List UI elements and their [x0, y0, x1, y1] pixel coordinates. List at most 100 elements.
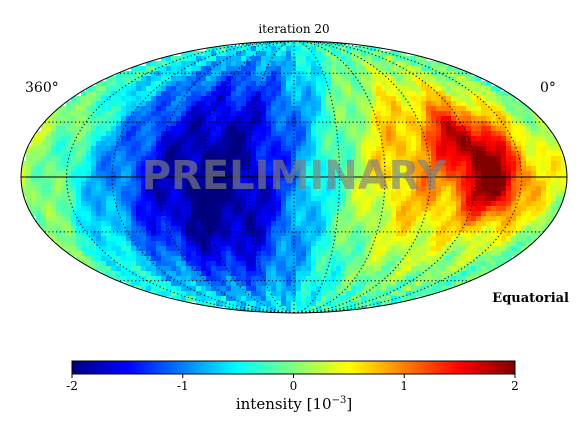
- map-pixel: [216, 81, 222, 87]
- map-pixel: [226, 126, 232, 132]
- map-pixel: [381, 256, 387, 262]
- map-pixel: [426, 206, 432, 212]
- map-pixel: [371, 201, 377, 207]
- map-pixel: [256, 251, 262, 257]
- map-pixel: [491, 266, 497, 272]
- map-pixel: [311, 236, 317, 242]
- map-pixel: [221, 51, 227, 57]
- map-pixel: [141, 111, 147, 117]
- map-pixel: [261, 171, 267, 177]
- map-pixel: [351, 161, 357, 167]
- map-pixel: [191, 196, 197, 202]
- map-pixel: [466, 161, 472, 167]
- map-pixel: [221, 251, 227, 257]
- map-pixel: [241, 171, 247, 177]
- map-pixel: [346, 281, 352, 287]
- map-pixel: [206, 291, 212, 297]
- map-pixel: [176, 121, 182, 127]
- map-pixel: [391, 166, 397, 172]
- map-pixel: [201, 301, 207, 307]
- map-pixel: [86, 251, 92, 257]
- map-pixel: [86, 101, 92, 107]
- map-pixel: [241, 86, 247, 92]
- map-pixel: [396, 161, 402, 167]
- map-pixel: [56, 171, 62, 177]
- map-pixel: [256, 196, 262, 202]
- map-pixel: [391, 151, 397, 157]
- map-pixel: [41, 191, 47, 197]
- map-pixel: [411, 206, 417, 212]
- map-pixel: [226, 86, 232, 92]
- map-pixel: [71, 251, 77, 257]
- map-pixel: [261, 111, 267, 117]
- map-pixel: [436, 181, 442, 187]
- map-pixel: [386, 261, 392, 267]
- map-pixel: [226, 141, 232, 147]
- map-pixel: [296, 106, 302, 112]
- map-pixel: [66, 116, 72, 122]
- map-pixel: [86, 206, 92, 212]
- map-pixel: [256, 171, 262, 177]
- map-pixel: [196, 291, 202, 297]
- map-pixel: [191, 236, 197, 242]
- map-pixel: [86, 196, 92, 202]
- map-pixel: [121, 206, 127, 212]
- map-pixel: [251, 236, 257, 242]
- map-pixel: [481, 146, 487, 152]
- map-pixel: [531, 216, 537, 222]
- map-pixel: [161, 71, 167, 77]
- map-pixel: [511, 171, 517, 177]
- map-pixel: [491, 261, 497, 267]
- map-pixel: [256, 101, 262, 107]
- map-pixel: [126, 141, 132, 147]
- map-pixel: [116, 181, 122, 187]
- map-pixel: [231, 261, 237, 267]
- map-pixel: [436, 246, 442, 252]
- map-pixel: [331, 46, 337, 52]
- map-pixel: [491, 206, 497, 212]
- map-pixel: [181, 136, 187, 142]
- map-pixel: [511, 246, 517, 252]
- map-pixel: [326, 266, 332, 272]
- map-pixel: [386, 101, 392, 107]
- map-pixel: [436, 111, 442, 117]
- map-pixel: [216, 266, 222, 272]
- map-pixel: [191, 146, 197, 152]
- map-pixel: [336, 306, 342, 312]
- map-pixel: [136, 81, 142, 87]
- map-pixel: [496, 141, 502, 147]
- map-pixel: [326, 206, 332, 212]
- map-pixel: [296, 306, 302, 312]
- map-pixel: [536, 226, 542, 232]
- map-pixel: [131, 281, 137, 287]
- map-pixel: [186, 266, 192, 272]
- map-pixel: [316, 276, 322, 282]
- map-pixel: [96, 86, 102, 92]
- map-pixel: [111, 121, 117, 127]
- map-pixel: [201, 196, 207, 202]
- map-pixel: [391, 276, 397, 282]
- map-pixel: [341, 251, 347, 257]
- map-pixel: [426, 201, 432, 207]
- map-pixel: [541, 216, 547, 222]
- map-pixel: [341, 181, 347, 187]
- map-pixel: [441, 201, 447, 207]
- map-pixel: [486, 246, 492, 252]
- map-pixel: [171, 141, 177, 147]
- map-pixel: [336, 236, 342, 242]
- map-pixel: [306, 226, 312, 232]
- map-pixel: [526, 136, 532, 142]
- map-pixel: [326, 56, 332, 62]
- map-pixel: [141, 81, 147, 87]
- map-pixel: [176, 96, 182, 102]
- map-pixel: [291, 296, 297, 302]
- map-pixel: [271, 141, 277, 147]
- map-pixel: [231, 156, 237, 162]
- map-pixel: [561, 156, 567, 162]
- map-pixel: [276, 141, 282, 147]
- map-pixel: [321, 201, 327, 207]
- map-pixel: [376, 61, 382, 67]
- map-pixel: [111, 151, 117, 157]
- map-pixel: [486, 196, 492, 202]
- map-pixel: [131, 71, 137, 77]
